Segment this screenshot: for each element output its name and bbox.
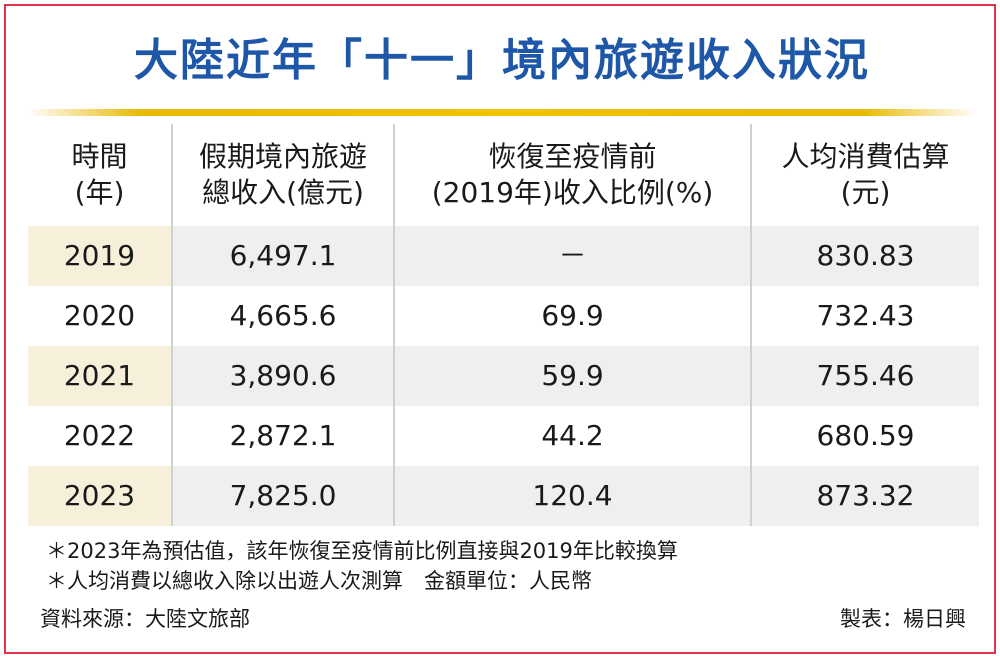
table-row: 2023 7,825.0 120.4 873.32 (28, 466, 979, 526)
cell-per-capita: 873.32 (750, 466, 979, 526)
table-row: 2020 4,665.6 69.9 732.43 (28, 286, 979, 346)
source-label: 資料來源：大陸文旅部 (40, 607, 250, 631)
cell-year: 2020 (63, 298, 136, 332)
cell-revenue: 2,872.1 (171, 406, 393, 466)
cell-per-capita: 755.46 (750, 346, 979, 406)
footnote-estimate: ＊2023年為預估值，該年恢復至疫情前比例直接與2019年比較換算 (46, 539, 678, 563)
chart-title: 大陸近年「十一」境內旅遊收入狀況 (134, 35, 870, 86)
cell-per-capita: 830.83 (750, 226, 979, 286)
header-year: 時間 (年) (28, 124, 171, 226)
footnotes: ＊2023年為預估值，該年恢復至疫情前比例直接與2019年比較換算 ＊人均消費以… (46, 536, 678, 596)
chart-frame: 大陸近年「十一」境內旅遊收入狀況 時間 (年) 假期境內旅遊 總收入(億元) 恢… (4, 4, 996, 654)
cell-revenue: 6,497.1 (171, 226, 393, 286)
title-underline (28, 109, 976, 116)
header-recovery-line1: 恢復至疫情前 (488, 139, 657, 173)
cell-revenue: 7,825.0 (171, 466, 393, 526)
cell-year: 2021 (28, 346, 171, 406)
data-table: 時間 (年) 假期境內旅遊 總收入(億元) 恢復至疫情前 (2019年)收入比例… (28, 124, 979, 526)
table-row: 2019 6,497.1 － 830.83 (28, 226, 979, 286)
cell-per-capita: 732.43 (750, 286, 979, 346)
cell-year: 2023 (28, 466, 171, 526)
header-per-capita-line1: 人均消費估算 (781, 139, 950, 173)
cell-recovery: 44.2 (393, 406, 750, 466)
footnote-per-capita: ＊人均消費以總收入除以出遊人次測算 金額單位：人民幣 (46, 569, 592, 593)
table-row: 2021 3,890.6 59.9 755.46 (28, 346, 979, 406)
header-revenue-line2: 總收入(億元) (202, 176, 364, 209)
table-row: 2022 2,872.1 44.2 680.59 (28, 406, 979, 466)
credit-label: 製表：楊日興 (840, 607, 966, 631)
cell-revenue: 4,665.6 (171, 286, 393, 346)
header-recovery-line2: (2019年)收入比例(%) (431, 176, 714, 209)
header-revenue: 假期境內旅遊 總收入(億元) (171, 124, 393, 226)
table-header-row: 時間 (年) 假期境內旅遊 總收入(億元) 恢復至疫情前 (2019年)收入比例… (28, 124, 979, 226)
header-year-line2: (年) (74, 176, 125, 209)
cell-recovery: 59.9 (393, 346, 750, 406)
header-per-capita: 人均消費估算 (元) (750, 124, 979, 226)
cell-recovery: 120.4 (393, 466, 750, 526)
cell-year: 2019 (28, 226, 171, 286)
header-revenue-line1: 假期境內旅遊 (198, 139, 367, 173)
cell-per-capita: 680.59 (750, 406, 979, 466)
header-year-line1: 時間 (71, 139, 128, 173)
cell-revenue: 3,890.6 (171, 346, 393, 406)
header-recovery: 恢復至疫情前 (2019年)收入比例(%) (393, 124, 750, 226)
cell-recovery: － (393, 226, 750, 286)
cell-recovery: 69.9 (393, 286, 750, 346)
cell-year: 2022 (63, 418, 136, 452)
header-per-capita-line2: (元) (840, 176, 891, 209)
